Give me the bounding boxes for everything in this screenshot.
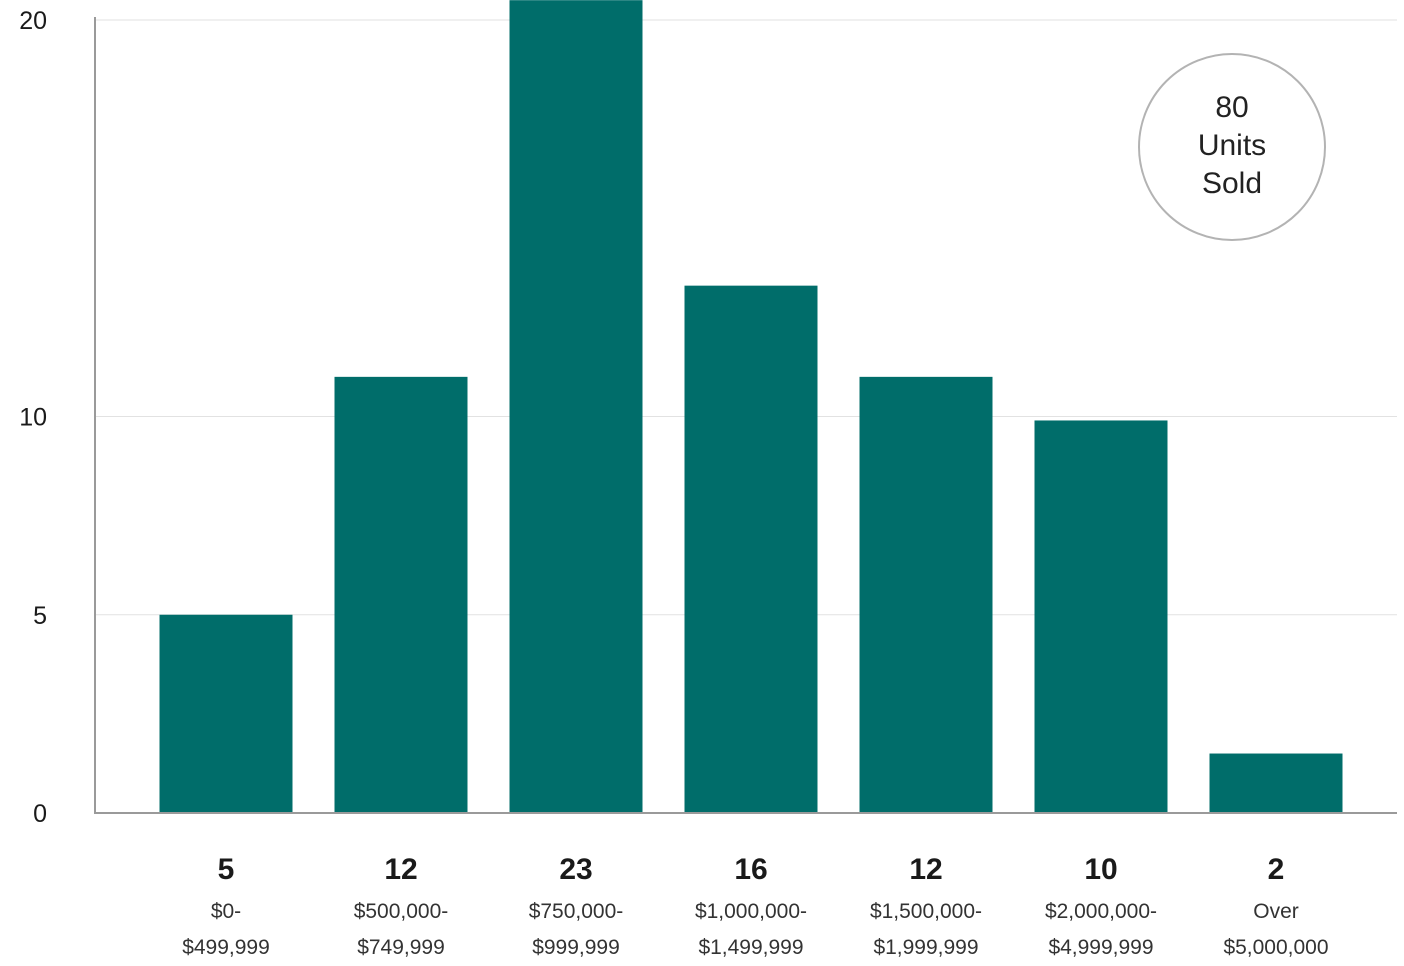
x-axis-labels: 5 $0- $499,999 12 $500,000- $749,999 23 $750,00… [182,853,1328,959]
y-tick-label: 20 [19,7,47,35]
x-category-label: $999,999 [532,936,620,959]
x-category-label: $749,999 [357,936,445,959]
x-category-label: $750,000- [529,900,624,923]
x-category-label: $1,499,999 [698,936,803,959]
x-category-label: $1,999,999 [873,936,978,959]
bar [1209,753,1343,813]
bar [509,0,643,814]
x-category-label: $5,000,000 [1223,936,1328,959]
bar-value-label: 23 [559,853,592,886]
axes [94,17,1397,814]
badge-circle [1138,53,1326,241]
bar [859,376,993,813]
bar-value-label: 10 [1084,853,1117,886]
x-category-label: $1,000,000- [695,900,807,923]
bar-value-label: 16 [734,853,767,886]
bar-value-label: 5 [218,853,235,886]
x-category-label: $2,000,000- [1045,900,1157,923]
bar-value-label: 12 [909,853,942,886]
x-category-label: $4,999,999 [1048,936,1153,959]
badge-text: 80 [1215,91,1248,124]
x-category-label: $1,500,000- [870,900,982,923]
bar [334,376,468,813]
bar [1034,420,1168,813]
x-category-label: $500,000- [354,900,449,923]
bars [159,0,1343,814]
y-axis-ticks: 0 5 10 20 [19,7,47,828]
badge-text: Units [1198,129,1266,162]
bar [684,285,818,813]
y-tick-label: 10 [19,404,47,432]
bar [159,614,293,813]
badge-text: Sold [1202,167,1262,200]
bar-value-label: 12 [384,853,417,886]
x-category-label: $0- [211,900,241,923]
x-category-label: Over [1253,900,1299,923]
y-tick-label: 0 [33,800,47,828]
y-tick-label: 5 [33,602,47,630]
total-units-badge: 80 Units Sold [1138,53,1326,241]
x-category-label: $499,999 [182,936,270,959]
bar-value-label: 2 [1268,853,1285,886]
